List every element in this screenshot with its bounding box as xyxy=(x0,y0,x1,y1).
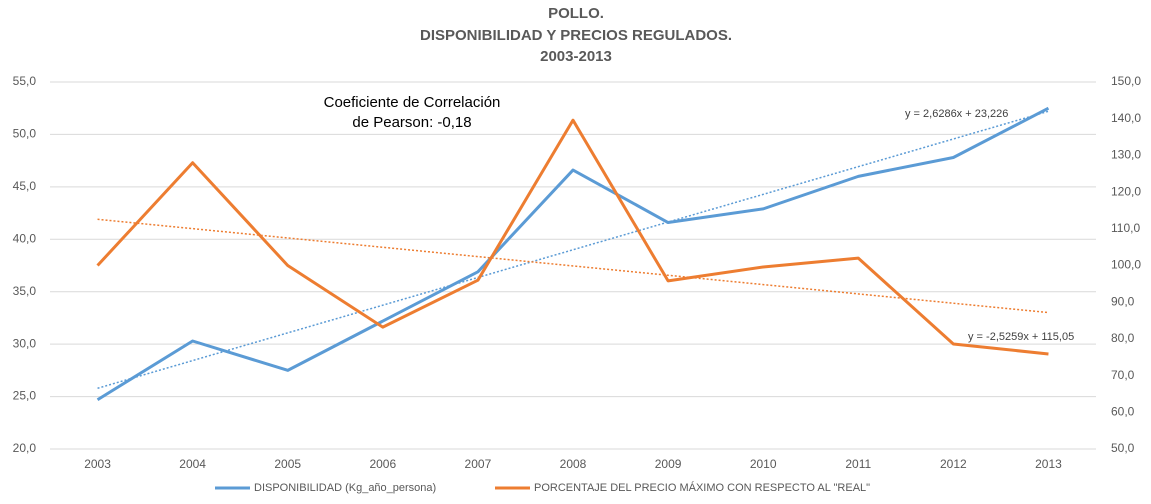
y2-tick-label: 120,0 xyxy=(1111,184,1141,198)
y2-tick-label: 90,0 xyxy=(1111,294,1135,308)
y-tick-label: 45,0 xyxy=(13,179,37,193)
x-tick-label: 2013 xyxy=(1035,457,1062,471)
trendline xyxy=(97,218,1049,314)
y-tick-label: 35,0 xyxy=(13,284,37,298)
y-tick-label: 25,0 xyxy=(13,389,37,403)
y2-tick-label: 110,0 xyxy=(1111,221,1140,235)
trendline-label: y = 2,6286x + 23,226 xyxy=(905,108,1008,120)
chart-title: POLLO. xyxy=(548,5,604,22)
trendline-label: y = -2,5259x + 115,05 xyxy=(968,331,1074,343)
x-tick-label: 2003 xyxy=(84,457,111,471)
y2-tick-label: 80,0 xyxy=(1111,331,1135,345)
y2-tick-label: 140,0 xyxy=(1111,111,1141,125)
chart-title: 2003-2013 xyxy=(540,48,612,65)
line-series xyxy=(96,106,1050,401)
x-tick-label: 2006 xyxy=(369,457,396,471)
y2-tick-label: 150,0 xyxy=(1111,74,1141,88)
legend-label: PORCENTAJE DEL PRECIO MÁXIMO CON RESPECT… xyxy=(534,481,870,494)
y2-tick-label: 100,0 xyxy=(1111,258,1141,272)
x-tick-label: 2010 xyxy=(750,457,777,471)
line-series xyxy=(96,118,1049,356)
y2-tick-label: 130,0 xyxy=(1111,148,1141,162)
y-tick-label: 30,0 xyxy=(13,336,37,350)
x-tick-label: 2007 xyxy=(465,457,492,471)
legend-label: DISPONIBILIDAD (Kg_año_persona) xyxy=(254,482,436,494)
y2-tick-label: 60,0 xyxy=(1111,404,1135,418)
y-tick-label: 55,0 xyxy=(13,74,37,88)
x-tick-label: 2011 xyxy=(845,457,871,471)
trendline xyxy=(97,110,1049,389)
y2-tick-label: 70,0 xyxy=(1111,368,1135,382)
x-tick-label: 2012 xyxy=(940,457,967,471)
y-tick-label: 40,0 xyxy=(13,231,37,245)
x-tick-label: 2008 xyxy=(560,457,587,471)
x-tick-label: 2009 xyxy=(655,457,682,471)
annotation: Coeficiente de Correlación xyxy=(324,94,501,111)
annotation: de Pearson: -0,18 xyxy=(352,114,471,131)
y-tick-label: 20,0 xyxy=(13,441,37,455)
y-tick-label: 50,0 xyxy=(13,127,37,141)
y2-tick-label: 50,0 xyxy=(1111,441,1135,455)
x-tick-label: 2004 xyxy=(179,457,206,471)
x-tick-label: 2005 xyxy=(274,457,301,471)
chart-title: DISPONIBILIDAD Y PRECIOS REGULADOS. xyxy=(420,27,732,44)
